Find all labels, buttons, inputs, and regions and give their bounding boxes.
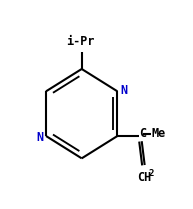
- Text: 2: 2: [148, 169, 154, 178]
- Text: N: N: [36, 131, 43, 144]
- Text: i-Pr: i-Pr: [66, 35, 94, 48]
- Text: Me: Me: [152, 126, 166, 140]
- Text: CH: CH: [137, 171, 151, 184]
- Text: C: C: [139, 127, 146, 140]
- Text: N: N: [120, 84, 127, 97]
